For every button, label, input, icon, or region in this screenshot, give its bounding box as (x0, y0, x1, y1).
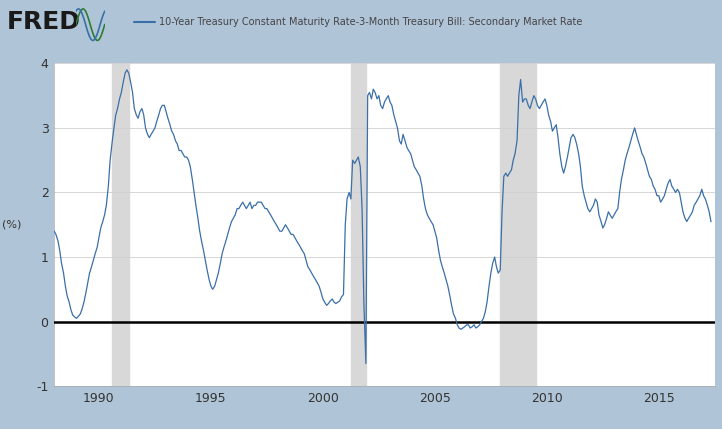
Text: 10-Year Treasury Constant Maturity Rate-3-Month Treasury Bill: Secondary Market : 10-Year Treasury Constant Maturity Rate-… (159, 17, 582, 27)
Bar (351, 63, 366, 386)
Bar (112, 63, 129, 386)
Y-axis label: (%): (%) (1, 220, 21, 230)
Text: FRED: FRED (7, 10, 81, 34)
Bar (500, 63, 536, 386)
